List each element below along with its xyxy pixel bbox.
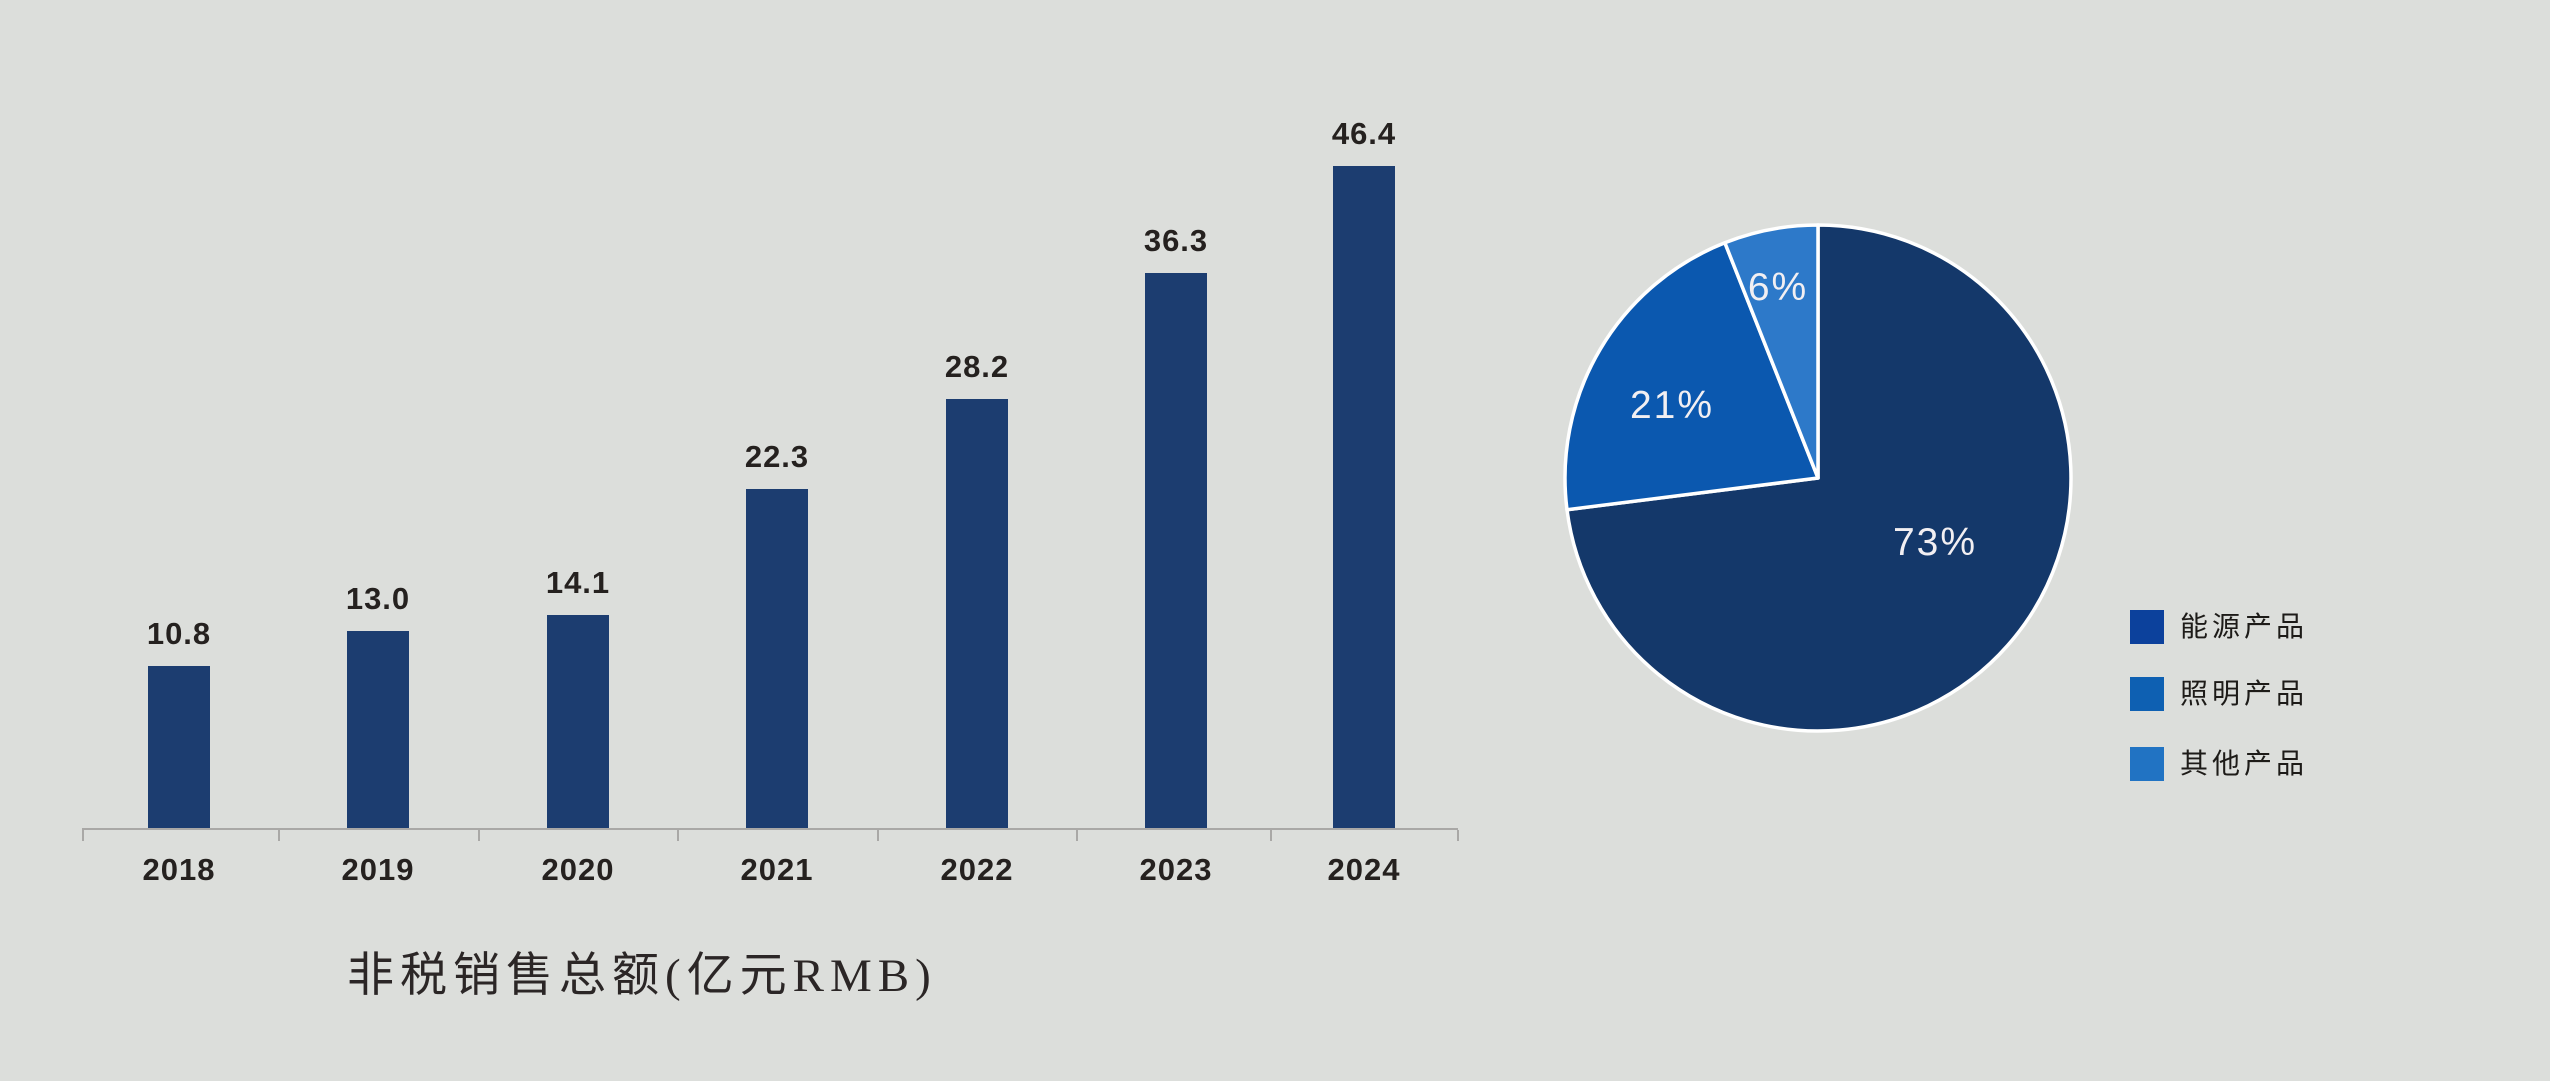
pie-slice-other-products xyxy=(1723,223,1820,480)
bar-2023 xyxy=(1145,273,1207,829)
bar-value-label-2024: 46.4 xyxy=(1331,116,1397,151)
x-axis-label-2018: 2018 xyxy=(142,852,216,887)
x-axis-label-2023: 2023 xyxy=(1139,852,1213,887)
x-axis-line xyxy=(82,828,1458,830)
x-axis-tick xyxy=(82,830,84,841)
x-axis-tick xyxy=(478,830,480,841)
legend-swatch-lighting-products xyxy=(2130,677,2164,711)
pie-slice-lighting-products xyxy=(1563,241,1820,512)
bar-value-label-2023: 36.3 xyxy=(1143,223,1209,258)
bar-2022 xyxy=(946,399,1008,829)
bar-2019 xyxy=(347,631,409,829)
x-axis-tick xyxy=(1076,830,1078,841)
x-axis-label-2021: 2021 xyxy=(740,852,814,887)
bar-2024 xyxy=(1333,166,1395,829)
pie-label-other-products: 6% xyxy=(1747,266,1809,309)
bar-2020 xyxy=(547,615,609,829)
pie-svg xyxy=(1563,223,2073,733)
legend-label-lighting-products: 照明产品 xyxy=(2180,678,2309,709)
x-axis-tick xyxy=(677,830,679,841)
bar-value-label-2022: 28.2 xyxy=(944,349,1010,384)
legend-label-other-products: 其他产品 xyxy=(2180,748,2309,779)
bar-value-label-2020: 14.1 xyxy=(545,565,611,600)
bar-2021 xyxy=(746,489,808,829)
legend-swatch-other-products xyxy=(2130,747,2164,781)
pie-label-lighting-products: 21% xyxy=(1629,384,1715,427)
bar-chart-title: 非税销售总额(亿元RMB) xyxy=(347,950,937,1002)
x-axis-tick xyxy=(278,830,280,841)
x-axis-label-2019: 2019 xyxy=(341,852,415,887)
x-axis-tick xyxy=(1270,830,1272,841)
x-axis-label-2024: 2024 xyxy=(1327,852,1401,887)
x-axis-label-2022: 2022 xyxy=(940,852,1014,887)
x-axis-tick xyxy=(877,830,879,841)
x-axis-label-2020: 2020 xyxy=(541,852,615,887)
bar-value-label-2019: 13.0 xyxy=(345,581,411,616)
legend-label-energy-products: 能源产品 xyxy=(2180,611,2309,642)
bar-2018 xyxy=(148,666,210,829)
bar-value-label-2018: 10.8 xyxy=(146,616,212,651)
bar-value-label-2021: 22.3 xyxy=(744,439,810,474)
pie-label-energy-products: 73% xyxy=(1892,521,1978,564)
legend-swatch-energy-products xyxy=(2130,610,2164,644)
x-axis-tick xyxy=(1457,830,1459,841)
